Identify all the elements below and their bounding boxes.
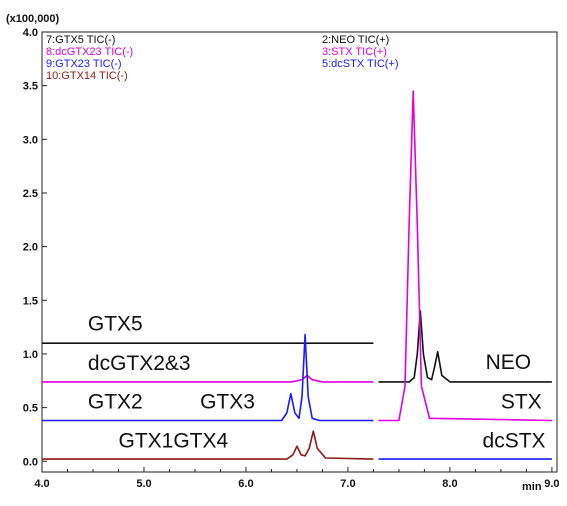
y-tick-label: 0.5 [23, 403, 38, 415]
x-tick-label: 9.0 [544, 478, 559, 490]
peak-label: GTX5 [88, 312, 143, 335]
x-ticks: 4.0 5.0 6.0 7.0 8.0 9.0 [34, 467, 560, 490]
peak-label: dcGTX2&3 [88, 352, 191, 375]
x-tick-label: 6.0 [238, 478, 253, 490]
y-tick-label: 2.5 [23, 188, 38, 200]
legend-entry: 7:GTX5 TIC(-) [46, 34, 115, 46]
peak-label: GTX2 [88, 391, 143, 414]
x-tick-label: 7.0 [340, 478, 355, 490]
y-tick-label: 4.0 [23, 27, 38, 39]
series-line [42, 430, 374, 460]
series-lines [42, 90, 552, 460]
x-tick-label: 5.0 [136, 478, 151, 490]
y-multiplier-label: (x100,000) [6, 13, 60, 25]
series-line [42, 333, 374, 422]
peak-label: dcSTX [483, 429, 546, 452]
legend-left: 7:GTX5 TIC(-)8:dcGTX23 TIC(-)9:GTX23 TIC… [46, 34, 133, 82]
legend-right: 2:NEO TIC(+)3:STX TIC(+)5:dcSTX TIC(+) [322, 34, 399, 70]
y-ticks: 0.0 0.5 1.0 1.5 2.0 2.5 3.0 3.5 4.0 [23, 27, 47, 468]
peak-label: GTX1GTX4 [118, 429, 228, 452]
legend-entry: 10:GTX14 TIC(-) [46, 70, 128, 82]
legend-entry: 5:dcSTX TIC(+) [322, 58, 399, 70]
peak-annotations: GTX5 dcGTX2&3 GTX2 GTX3 GTX1GTX4 NEO STX dcSTX [88, 312, 546, 452]
y-tick-label: 1.5 [23, 295, 38, 307]
series-line [42, 374, 374, 383]
x-axis-unit-label: min [522, 481, 542, 493]
y-tick-label: 3.5 [23, 81, 38, 93]
peak-label: NEO [486, 351, 532, 374]
y-tick-label: 2.0 [23, 242, 38, 254]
legend-entry: 9:GTX23 TIC(-) [46, 58, 122, 70]
peak-label: STX [501, 391, 542, 414]
x-tick-label: 4.0 [34, 478, 49, 490]
peak-label: GTX3 [200, 391, 255, 414]
x-tick-label: 8.0 [442, 478, 457, 490]
series-line [378, 90, 552, 422]
y-tick-label: 3.0 [23, 134, 38, 146]
legend-entry: 8:dcGTX23 TIC(-) [46, 46, 133, 58]
y-tick-label: 0.0 [23, 456, 38, 468]
y-tick-label: 1.0 [23, 349, 38, 361]
series-line [378, 310, 552, 383]
legend-entry: 3:STX TIC(+) [322, 46, 387, 58]
legend-entry: 2:NEO TIC(+) [322, 34, 389, 46]
